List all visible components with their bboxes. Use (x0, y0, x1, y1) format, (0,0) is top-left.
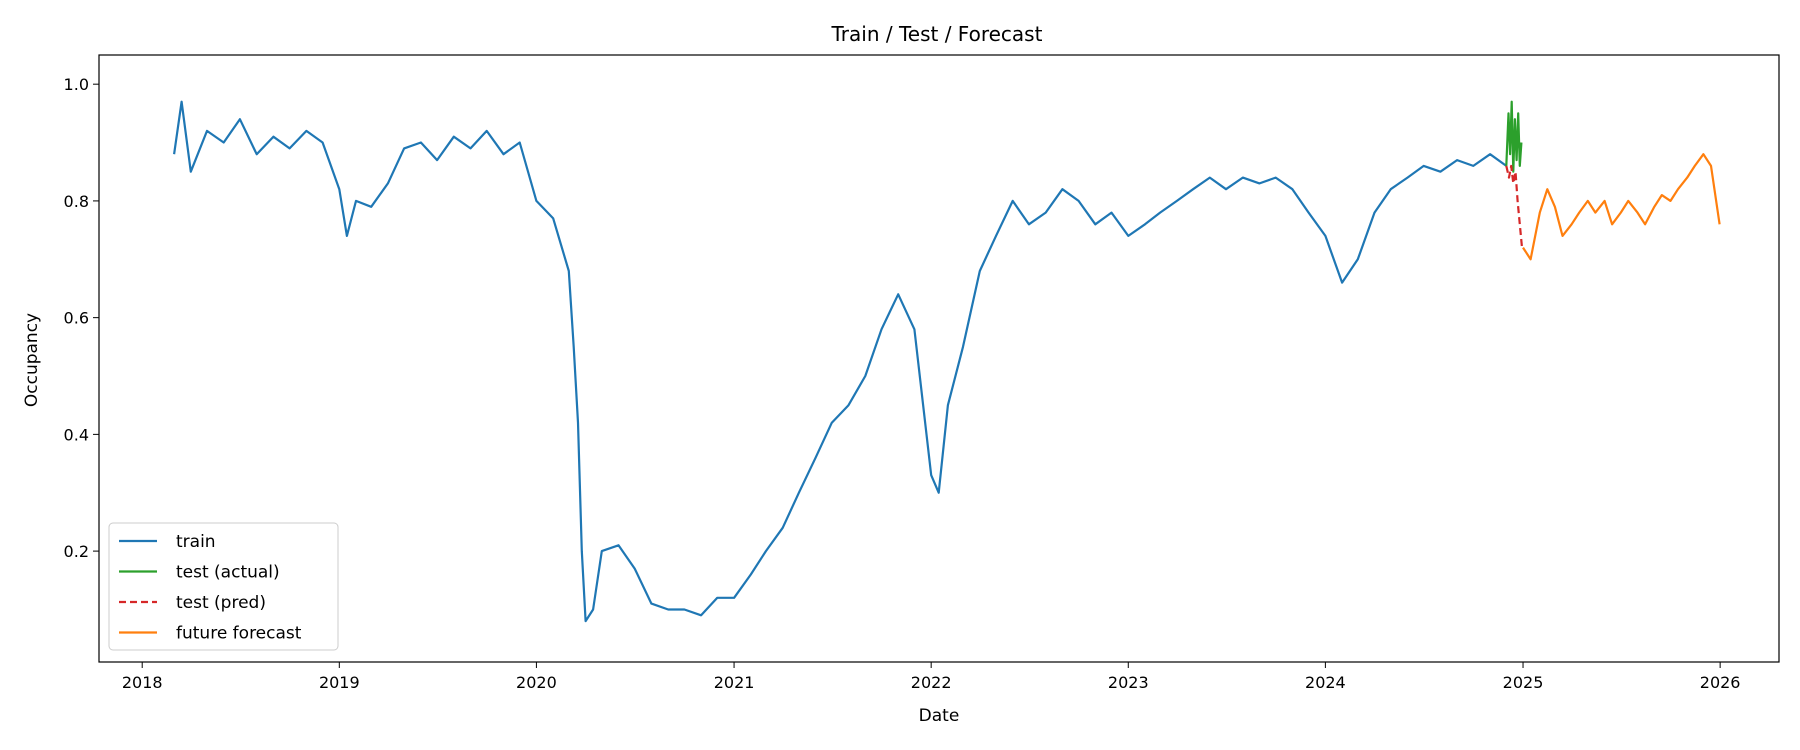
x-axis-label: Date (919, 706, 960, 726)
series-line-0 (173, 100, 1507, 623)
series-line-2 (1505, 164, 1524, 248)
x-tick-label: 2021 (714, 673, 755, 692)
x-tick-label: 2022 (911, 673, 952, 692)
plot-area (173, 100, 1721, 623)
y-tick-label: 0.4 (64, 425, 89, 444)
y-tick-label: 0.6 (64, 309, 89, 328)
x-tick-label: 2018 (122, 673, 163, 692)
series-line-1 (1505, 100, 1523, 173)
legend-label-3: future forecast (176, 624, 302, 644)
series-line-3 (1522, 153, 1721, 261)
plot-frame (98, 54, 1780, 663)
y-tick-label: 0.2 (64, 542, 89, 561)
x-tick-label: 2020 (516, 673, 557, 692)
legend-box (108, 522, 339, 651)
x-tick-label: 2025 (1503, 673, 1544, 692)
x-tick-label: 2024 (1305, 673, 1346, 692)
legend: train test (actual) test (pred) future fore… (108, 522, 339, 651)
chart-title: Train / Test / Forecast (831, 22, 1043, 46)
y-tick-label: 1.0 (64, 75, 89, 94)
x-tick-label: 2023 (1108, 673, 1149, 692)
x-tick-label: 2026 (1700, 673, 1741, 692)
legend-label-0: train (176, 532, 216, 552)
y-tick-label: 0.8 (64, 192, 89, 211)
y-axis: 0.2 0.4 0.6 0.8 1.0 (64, 75, 99, 561)
y-axis-label: Occupancy (22, 313, 42, 407)
x-axis: 2018 2019 2020 2021 2022 2023 2024 2025 2026 (122, 662, 1741, 692)
legend-label-1: test (actual) (176, 563, 280, 583)
legend-label-2: test (pred) (176, 593, 266, 613)
x-tick-label: 2019 (319, 673, 360, 692)
